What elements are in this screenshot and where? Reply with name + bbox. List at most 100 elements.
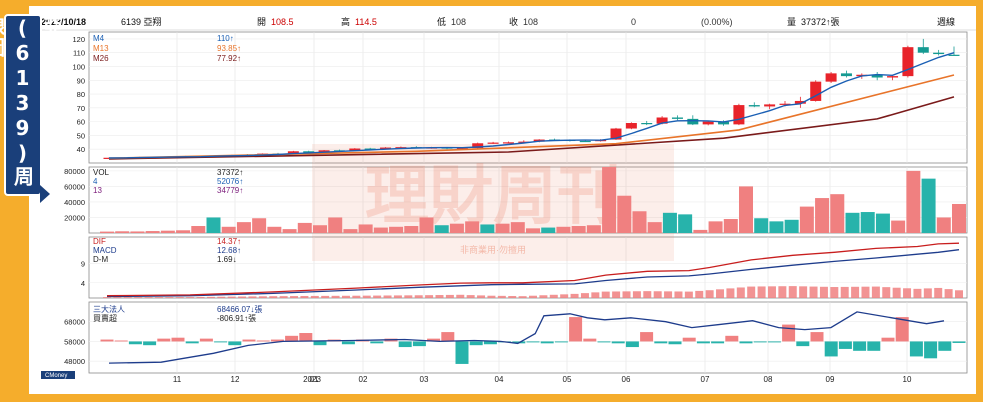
price-y-tick-label: 80 [77,90,85,99]
volume-bar [952,203,966,233]
x-tick-label: 06 [622,375,631,384]
net-buysell-bar [682,337,696,342]
net-buysell-bar [696,341,710,344]
dm-bar [570,293,579,298]
volume-bar [815,198,830,233]
dm-bar [767,286,776,298]
source-tag: CMoney [45,373,67,379]
x-tick-label: 05 [563,375,572,384]
net-buysell-bar [285,335,299,342]
volume-bar [754,218,769,233]
institutional-holding-line [108,311,945,364]
ma-m13-line [108,74,955,159]
net-buysell-bar [725,335,739,342]
x-tick-label: 12 [231,375,240,384]
candle-body [303,151,315,153]
dm-bar [352,295,361,298]
volume-bar [784,219,799,233]
net-buysell-bar [270,339,284,342]
price-panel-border [88,31,968,164]
dm-bar [944,289,953,298]
volume-bar [693,229,708,233]
inst-legend-net-value: -806.91↑張 [217,314,256,323]
net-buysell-bar [100,339,114,342]
candle-body [840,73,852,77]
volume-bar [571,226,586,233]
net-buysell-bar [739,341,753,344]
x-tick-label: 08 [764,375,773,384]
dm-bar [103,297,111,298]
net-buysell-bar [157,338,171,342]
dm-bar [290,296,299,298]
macd-legend-dm-value: 1.69↓ [217,255,237,264]
candle-body [917,47,929,53]
price-y-tick-label: 100 [72,62,85,71]
candle-body [502,142,514,144]
candle-body [733,105,745,125]
net-buysell-bar [938,341,952,351]
net-buysell-bar [398,341,412,348]
volume-bar [936,217,951,233]
volume-bar [617,195,632,233]
net-buysell-bar [909,341,923,357]
candle-body [748,105,760,107]
dm-bar [778,286,787,298]
dm-bar [186,297,195,298]
price-y-tick-label: 110 [73,49,85,58]
net-buysell-bar [128,341,142,345]
net-buysell-bar [427,338,441,342]
candle-body [871,74,883,78]
institutional-y-tick-label: 68000 [64,318,85,327]
header-volume: 37372↑張 [801,17,840,27]
dm-bar [664,291,673,298]
net-buysell-bar [228,341,242,346]
volume-bar [845,212,860,233]
watermark-text: 理財周刊 [365,160,621,232]
dm-bar [799,286,808,298]
candle-body [948,54,960,56]
price-legend-m13: M13 [93,44,109,53]
dm-bar [134,297,143,298]
candle-body [349,148,361,151]
dm-bar [331,295,340,298]
net-buysell-bar [114,340,128,342]
net-buysell-bar [654,341,668,344]
dm-bar [819,286,828,298]
dm-bar [238,296,247,298]
header-volume-label: 量 [787,17,796,27]
net-buysell-bar [569,317,583,342]
volume-bar [662,212,677,233]
price-y-tick-label: 60 [77,118,85,127]
dm-bar [414,295,423,298]
macd-y-tick-label: 9 [81,260,85,269]
dm-bar [580,293,589,298]
dm-bar [560,294,569,298]
dm-bar [279,296,288,298]
macd-line [106,249,960,298]
x-tick-label: 04 [495,375,504,384]
header-high-label: 高 [341,16,350,27]
candle-body [287,151,299,155]
dm-bar [393,295,402,298]
volume-bar [404,226,419,233]
volume-bar [891,220,906,233]
net-buysell-bar [171,337,185,342]
dm-bar [882,287,891,298]
net-buysell-bar [824,341,838,357]
dm-bar [840,286,849,298]
watermark-subtext: 非商業用·勿擅用 [460,244,526,255]
dif-line [106,242,960,297]
dm-bar [643,291,652,298]
header-date: 2023/10/18 [41,17,86,27]
institutional-y-tick-label: 48000 [64,357,85,366]
vol-legend-4: 4 [93,177,98,186]
net-buysell-bar [469,341,483,346]
net-buysell-bar [412,341,426,347]
header-low-label: 低 [437,16,446,27]
inst-legend-total: 三大法人 [93,304,125,314]
net-buysell-bar [483,341,497,345]
volume-bar [389,226,404,233]
header-change-pct: (0.00%) [701,17,733,27]
dm-bar [674,291,683,298]
net-buysell-bar [838,341,852,349]
